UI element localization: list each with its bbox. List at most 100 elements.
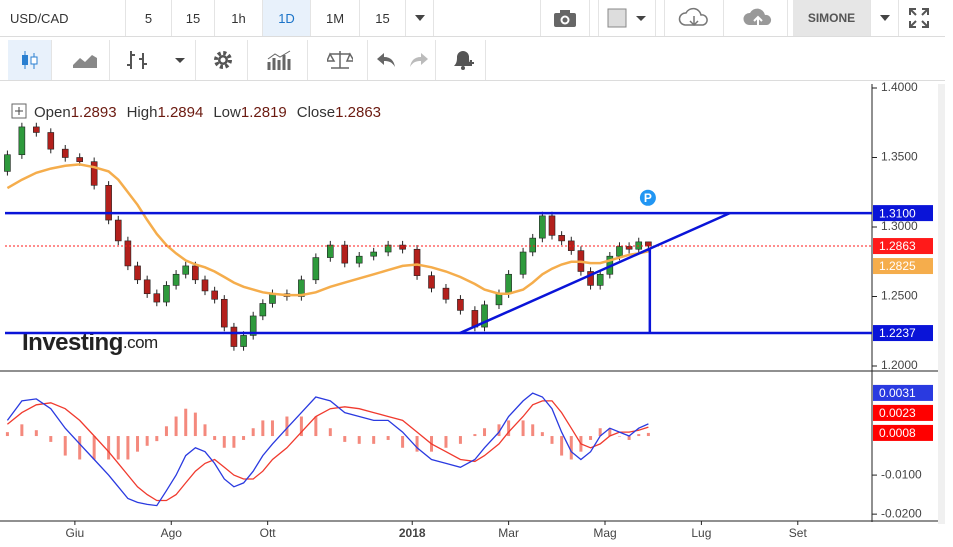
undo-button[interactable] (372, 40, 400, 80)
alert-icon (453, 51, 474, 70)
candles-button[interactable] (8, 40, 52, 80)
candle-body (558, 235, 565, 242)
histogram-bar (126, 436, 130, 460)
y-tick-label: -0.0200 (881, 506, 922, 520)
histogram-bar (372, 436, 376, 444)
interval-button[interactable]: 1M (311, 0, 360, 36)
indicators-button[interactable] (252, 40, 308, 80)
indicators-icon (267, 50, 290, 70)
histogram-bar (617, 436, 621, 437)
cloud-load-button[interactable] (664, 0, 724, 36)
histogram-badge: 0.0008 (879, 426, 916, 440)
candle-body (428, 275, 435, 289)
candle-body (61, 148, 69, 158)
histogram-bar (20, 424, 24, 437)
candle-body (370, 251, 377, 257)
histogram-bar (164, 426, 168, 437)
level-badge-bg (873, 205, 933, 222)
event-marker[interactable] (639, 189, 656, 206)
x-tick-label: Ago (161, 526, 183, 540)
histogram-bar (261, 420, 265, 437)
candle-body (355, 255, 363, 264)
camera-icon (554, 10, 576, 27)
interval-button[interactable]: 5 (126, 0, 172, 36)
histogram-bar (521, 420, 525, 437)
user-button[interactable]: SIMONE (793, 0, 871, 36)
candle-body (105, 185, 112, 221)
histogram-bar (444, 436, 448, 448)
candle-body (645, 241, 652, 247)
candle-body (298, 279, 305, 297)
ohlc-value: 1.2893 (71, 104, 117, 121)
bars-icon (126, 51, 185, 69)
candle-body (211, 290, 218, 300)
histogram-bar (569, 436, 573, 460)
histogram-bar (232, 436, 236, 448)
ohlc-value: 1.2863 (335, 104, 381, 121)
settings-button[interactable] (198, 40, 248, 80)
histogram-bar (213, 436, 217, 440)
signal-line (6, 400, 649, 502)
interval-button[interactable]: 1D (263, 0, 311, 36)
arrow-icon (879, 15, 890, 21)
alert-button[interactable] (440, 40, 486, 80)
histogram-bar (608, 428, 612, 437)
arrow-icon (414, 15, 425, 21)
x-tick-label: Mar (498, 526, 519, 540)
candle-body (143, 279, 151, 295)
symbol-field[interactable]: USD/CAD (0, 0, 126, 36)
candle-body (220, 298, 228, 328)
macd-badge: 0.0031 (879, 386, 916, 400)
histogram-bar (357, 436, 361, 444)
ohlc-value: 1.2894 (157, 104, 203, 121)
histogram-bar (401, 436, 405, 448)
color-picker[interactable] (598, 0, 656, 36)
histogram-bar (458, 436, 462, 444)
snapshot-button[interactable] (540, 0, 590, 36)
histogram-bar (285, 416, 289, 437)
candle-body (539, 215, 546, 239)
y-tick-label: -0.0100 (881, 467, 922, 481)
histogram-bar (386, 436, 390, 440)
interval-dropdown[interactable] (406, 0, 434, 36)
candle-body (114, 219, 122, 242)
histogram-bar (270, 420, 274, 437)
macd-badge-bg (873, 384, 933, 401)
histogram-bar (637, 434, 641, 437)
histogram-bar (415, 436, 419, 452)
candle-body (201, 279, 209, 292)
bars-button[interactable] (114, 40, 196, 80)
histogram-bar (184, 408, 188, 437)
histogram-bar (203, 424, 207, 437)
compare-button[interactable] (312, 40, 368, 80)
candle-body (18, 126, 26, 156)
candle-body (495, 293, 503, 306)
fullscreen-button[interactable] (899, 0, 939, 36)
candle-body (384, 244, 392, 253)
cloud-save-button[interactable] (728, 0, 788, 36)
candle-body (124, 240, 132, 267)
ohlc-value: 1.2819 (241, 104, 287, 121)
tools-toolbar (0, 40, 945, 81)
candle-body (33, 126, 40, 133)
candle-body (249, 315, 257, 336)
interval-button[interactable]: 1h (215, 0, 263, 36)
histogram-bar (78, 436, 82, 460)
line-chart-button[interactable] (60, 40, 110, 80)
candle-body (4, 154, 11, 172)
candle-body (153, 293, 161, 303)
user-dropdown[interactable] (871, 0, 899, 36)
interval-button[interactable]: 15 (360, 0, 406, 36)
x-tick-label: Mag (593, 526, 616, 540)
histogram-bar (314, 416, 318, 437)
redo-button[interactable] (402, 40, 436, 80)
candle-body (192, 265, 199, 281)
candle-body (182, 265, 190, 275)
histogram-bar (136, 436, 140, 452)
histogram-badge-bg (873, 424, 933, 441)
candle-body (519, 251, 527, 275)
interval-button[interactable]: 15 (172, 0, 215, 36)
candle-body (587, 271, 594, 286)
